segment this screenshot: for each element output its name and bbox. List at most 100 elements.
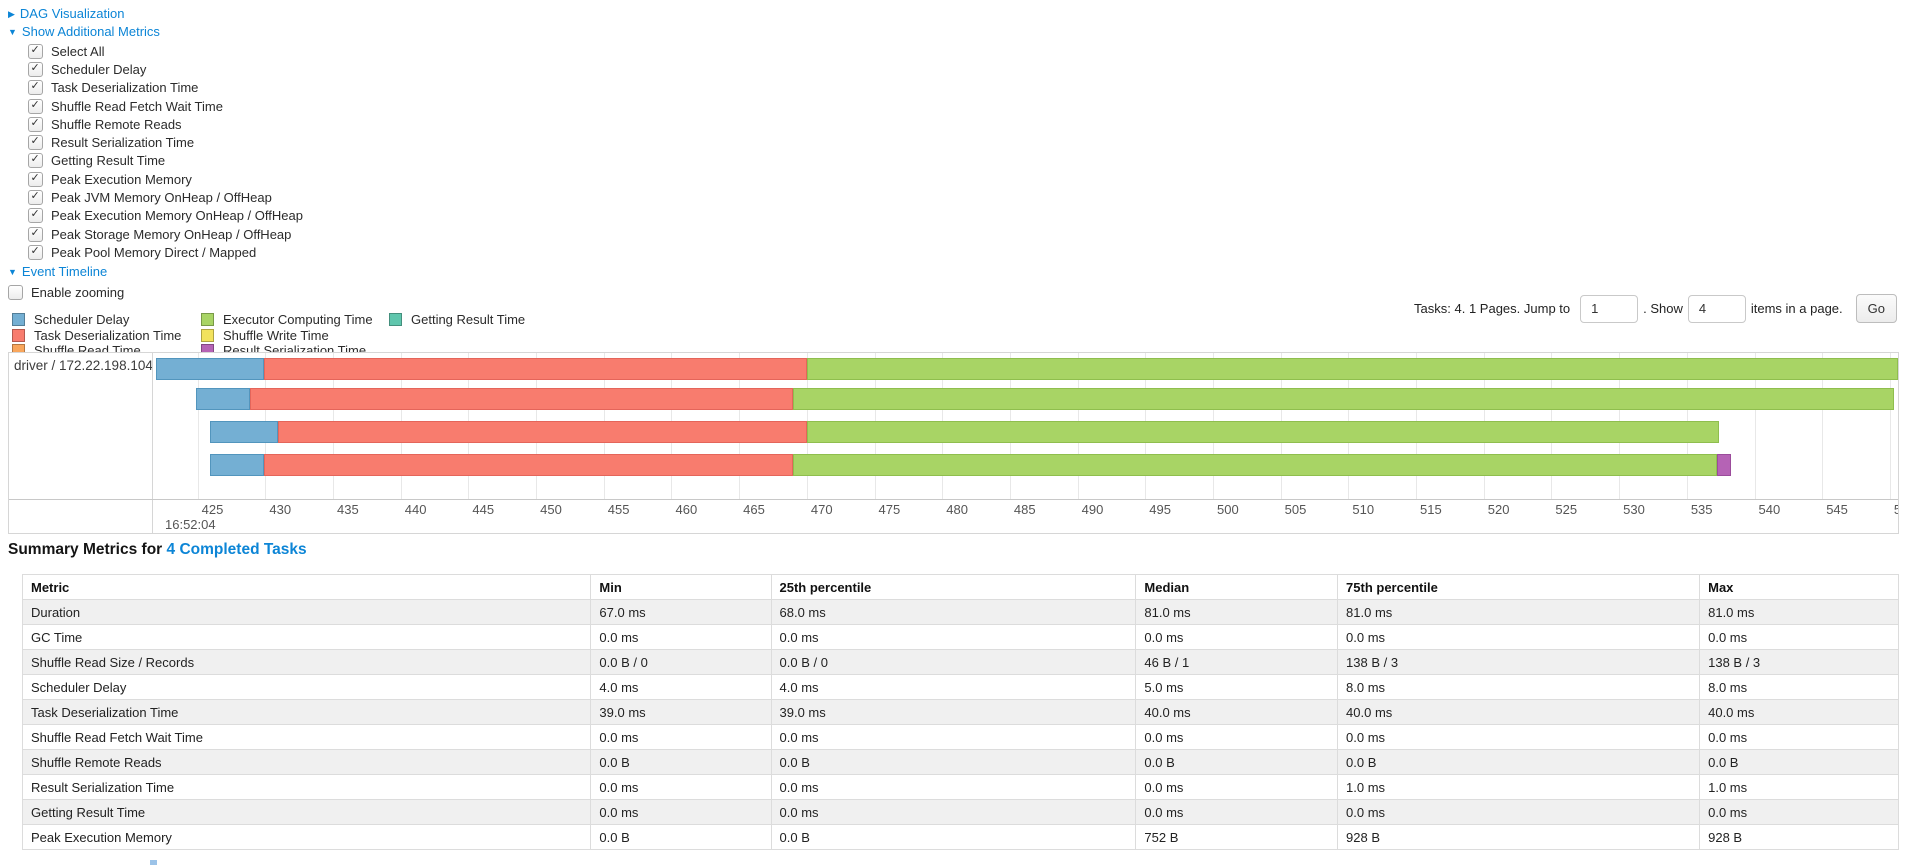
metric-value-cell: 40.0 ms xyxy=(1135,699,1339,725)
metric-value-cell: 0.0 ms xyxy=(590,799,772,825)
metric-checkbox-label: Result Serialization Time xyxy=(51,135,195,151)
event-timeline-toggle[interactable]: ▼ Event Timeline xyxy=(8,263,303,281)
table-header-cell: Median xyxy=(1135,574,1339,600)
metric-value-cell: 1.0 ms xyxy=(1699,774,1899,800)
pagination-suffix-text: items in a page. xyxy=(1750,301,1843,316)
additional-metrics-checkbox-list: Select All Scheduler Delay Task Deserializ… xyxy=(28,42,303,262)
executor-label: driver / 172.22.198.104 xyxy=(14,358,152,373)
axis-tick-label: 505 xyxy=(1284,502,1307,517)
metric-name-cell: Shuffle Read Fetch Wait Time xyxy=(21,724,592,750)
legend-item: Shuffle Write Time xyxy=(201,327,373,343)
task-bar-segment-task-deserialization xyxy=(264,454,794,476)
metric-name-cell: Task Deserialization Time xyxy=(21,699,592,725)
checkbox-icon xyxy=(28,98,43,114)
legend-item: Getting Result Time xyxy=(389,312,525,328)
metric-checkbox-peak-pool-memory-direct-mapped[interactable]: Peak Pool Memory Direct / Mapped xyxy=(28,243,303,261)
metric-value-cell: 752 B xyxy=(1135,824,1339,850)
jump-to-page-input[interactable] xyxy=(1580,294,1639,323)
legend-label: Scheduler Delay xyxy=(34,312,130,328)
axis-tick-label: 515 xyxy=(1420,502,1442,517)
enable-zooming-checkbox[interactable]: Enable zooming xyxy=(8,284,303,302)
pagination-prefix-text: Tasks: 4. 1 Pages. Jump to xyxy=(1414,301,1571,316)
legend-label: Task Deserialization Time xyxy=(34,327,182,343)
summary-metrics-section: Summary Metrics for 4 Completed Tasks Me… xyxy=(8,541,1899,850)
legend-item: Task Deserialization Time xyxy=(12,327,181,343)
checkbox-icon xyxy=(28,207,43,224)
metric-value-cell: 1.0 ms xyxy=(1337,774,1701,800)
axis-tick-label: 430 xyxy=(269,502,292,517)
go-button[interactable]: Go xyxy=(1855,294,1897,323)
metric-value-cell: 8.0 ms xyxy=(1337,674,1701,700)
checkbox-icon xyxy=(28,116,43,132)
chevron-down-icon: ▼ xyxy=(8,266,17,277)
axis-tick-label: 425 xyxy=(201,502,224,517)
completed-tasks-link[interactable]: 4 Completed Tasks xyxy=(166,541,307,558)
metric-name-cell: Result Serialization Time xyxy=(21,774,592,800)
metric-checkbox-peak-execution-memory[interactable]: Peak Execution Memory xyxy=(28,170,303,188)
metric-value-cell: 4.0 ms xyxy=(770,674,1137,700)
metric-value-cell: 81.0 ms xyxy=(1699,599,1899,625)
task-bar-segment-executor-computing xyxy=(793,454,1717,476)
task-bar-segment-executor-computing xyxy=(806,358,1898,380)
axis-tick-label: 535 xyxy=(1690,502,1713,517)
metric-checkbox-label: Scheduler Delay xyxy=(51,61,147,77)
checkbox-icon xyxy=(28,189,43,206)
metric-checkbox-select-all[interactable]: Select All xyxy=(28,42,303,60)
legend-column: Getting Result Time xyxy=(389,312,525,328)
chevron-right-icon: ▶ xyxy=(8,9,15,19)
gridline xyxy=(1822,353,1824,499)
metric-checkbox-peak-storage-memory-onheap-offheap[interactable]: Peak Storage Memory OnHeap / OffHeap xyxy=(28,225,303,243)
metric-name-cell: Shuffle Read Size / Records xyxy=(21,649,592,675)
metric-value-cell: 40.0 ms xyxy=(1337,699,1701,725)
task-bar-segment-scheduler-delay xyxy=(209,421,278,443)
metric-checkbox-getting-result-time[interactable]: Getting Result Time xyxy=(28,152,303,170)
task-bar-segment-task-deserialization xyxy=(264,358,807,380)
table-header-cell: Min xyxy=(590,574,772,600)
table-row: Shuffle Read Fetch Wait Time 0.0 ms 0.0 ms… xyxy=(21,724,1899,750)
metric-checkbox-result-serialization-time[interactable]: Result Serialization Time xyxy=(28,133,303,151)
show-additional-metrics-toggle[interactable]: ▼ Show Additional Metrics xyxy=(8,23,303,41)
summary-metrics-title: Summary Metrics for 4 Completed Tasks xyxy=(8,541,1899,559)
stage-controls: ▶ DAG Visualization ▼ Show Additional Metr… xyxy=(8,5,525,360)
metric-value-cell: 0.0 ms xyxy=(1699,624,1899,650)
metric-value-cell: 928 B xyxy=(1699,824,1899,850)
metric-value-cell: 0.0 ms xyxy=(770,799,1137,825)
metric-checkbox-peak-execution-memory-onheap-offheap[interactable]: Peak Execution Memory OnHeap / OffHeap xyxy=(28,207,303,225)
metric-checkbox-label: Getting Result Time xyxy=(51,153,166,169)
shuffle-write-swatch-icon xyxy=(201,328,214,342)
metric-checkbox-scheduler-delay[interactable]: Scheduler Delay xyxy=(28,60,303,78)
axis-tick-label: 475 xyxy=(878,502,901,517)
pagination-mid-text: . Show xyxy=(1643,301,1683,316)
event-timeline-label: Event Timeline xyxy=(21,263,108,279)
axis-tick-label: 470 xyxy=(810,502,833,517)
metric-value-cell: 5.0 ms xyxy=(1135,674,1339,700)
axis-tick-label: 545 xyxy=(1826,502,1848,517)
table-row: Task Deserialization Time 39.0 ms 39.0 ms 4… xyxy=(21,699,1899,725)
items-per-page-input[interactable] xyxy=(1687,294,1746,323)
metric-checkbox-shuffle-read-fetch-wait-time[interactable]: Shuffle Read Fetch Wait Time xyxy=(28,97,303,115)
axis-tick-label: 525 xyxy=(1555,502,1578,517)
getting-result-swatch-icon xyxy=(389,313,402,327)
timeline-axis: 16:52:04 425 430 435 440 445 450 455 460 465 470 4… xyxy=(153,500,1898,532)
metric-value-cell: 0.0 B xyxy=(1337,749,1701,775)
metric-name-cell: Scheduler Delay xyxy=(21,674,592,700)
metric-checkbox-peak-jvm-memory-onheap-offheap[interactable]: Peak JVM Memory OnHeap / OffHeap xyxy=(28,188,303,206)
table-row: GC Time 0.0 ms 0.0 ms 0.0 ms 0.0 ms 0.0 ms xyxy=(21,624,1899,650)
task-bar-segment-result-serialization xyxy=(1716,454,1732,476)
metric-value-cell: 0.0 B xyxy=(770,749,1137,775)
table-row: Scheduler Delay 4.0 ms 4.0 ms 5.0 ms 8.0 ms 8… xyxy=(21,674,1899,700)
metric-checkbox-task-deserialization-time[interactable]: Task Deserialization Time xyxy=(28,79,303,97)
metric-value-cell: 928 B xyxy=(1337,824,1701,850)
show-additional-metrics-label: Show Additional Metrics xyxy=(21,24,160,39)
metric-checkbox-shuffle-remote-reads[interactable]: Shuffle Remote Reads xyxy=(28,115,303,133)
table-header-cell: 25th percentile xyxy=(770,574,1137,600)
metric-value-cell: 0.0 ms xyxy=(590,774,772,800)
executor-computing-swatch-icon xyxy=(201,313,214,327)
timeline-executor-column: driver / 172.22.198.104 xyxy=(9,353,153,533)
checkbox-icon xyxy=(28,61,43,77)
metric-value-cell: 0.0 ms xyxy=(590,724,772,750)
dag-visualization-toggle[interactable]: ▶ DAG Visualization xyxy=(8,5,303,23)
metric-value-cell: 0.0 ms xyxy=(590,624,772,650)
clipped-next-section xyxy=(150,860,157,865)
table-header-cell: Metric xyxy=(21,574,592,600)
